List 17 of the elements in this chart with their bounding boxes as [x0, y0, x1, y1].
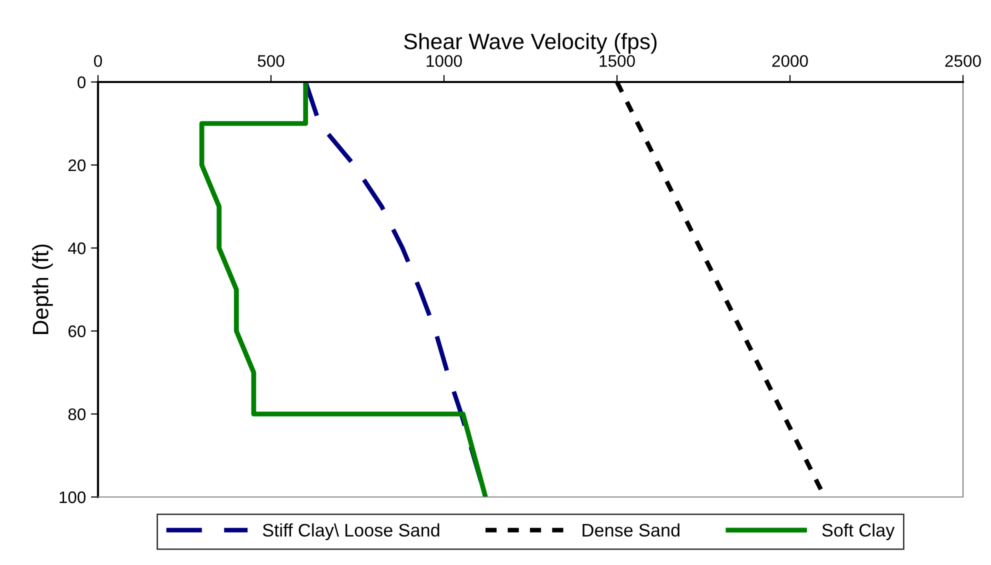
x-tick-label: 0 [94, 55, 102, 67]
y-axis-title: Depth (ft) [32, 244, 53, 334]
legend-label: Dense Sand [582, 523, 680, 537]
legend-label: Soft Clay [822, 523, 895, 540]
x-axis-title: Shear Wave Velocity (fps) [404, 33, 657, 54]
x-tick-label: 1000 [426, 55, 462, 67]
x-tick-label: 2500 [945, 55, 981, 67]
x-tick-label: 1500 [600, 55, 635, 67]
legend-label: Stiff Clay\ Loose Sand [262, 523, 440, 540]
x-tick-label: 500 [258, 55, 284, 67]
y-tick-label: 80 [68, 408, 86, 420]
x-tick-label: 2000 [772, 55, 808, 67]
y-tick-label: 100 [60, 491, 86, 504]
y-tick-label: 20 [68, 159, 86, 172]
y-tick-label: 40 [68, 242, 86, 254]
y-tick-label: 60 [68, 325, 86, 338]
y-tick-label: 0 [78, 76, 86, 88]
